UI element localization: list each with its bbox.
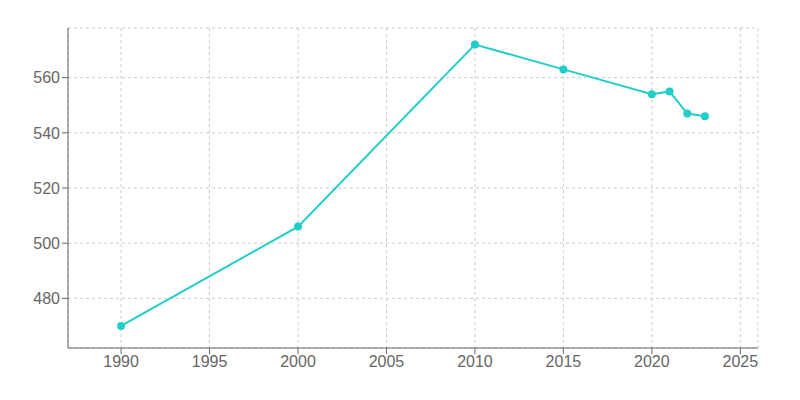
svg-text:560: 560: [33, 69, 60, 86]
svg-text:2010: 2010: [457, 353, 493, 370]
svg-text:2025: 2025: [723, 353, 759, 370]
svg-text:2000: 2000: [280, 353, 316, 370]
svg-text:2015: 2015: [546, 353, 582, 370]
svg-text:2020: 2020: [634, 353, 670, 370]
svg-text:1990: 1990: [103, 353, 139, 370]
svg-text:480: 480: [33, 290, 60, 307]
svg-text:520: 520: [33, 180, 60, 197]
svg-text:2005: 2005: [369, 353, 405, 370]
svg-text:500: 500: [33, 235, 60, 252]
svg-text:1995: 1995: [192, 353, 228, 370]
svg-text:540: 540: [33, 125, 60, 142]
